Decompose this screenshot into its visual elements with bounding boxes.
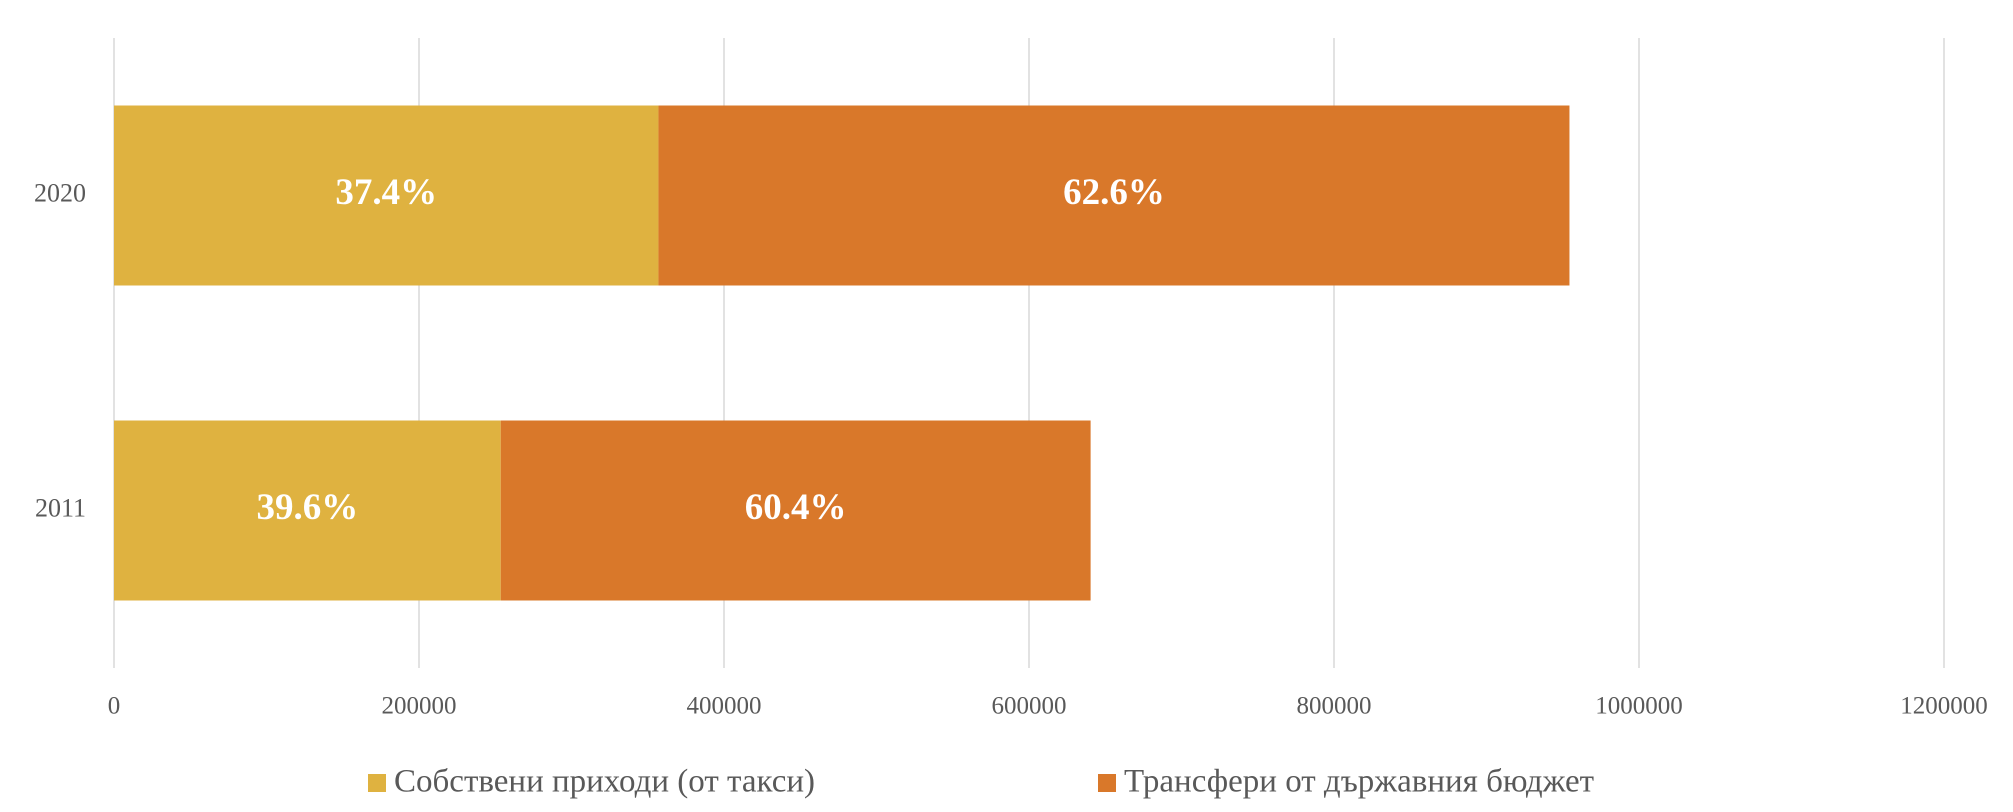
bar-segment [500,420,1091,601]
data-label: 37.4% [335,172,437,213]
legend-label: Трансфери от държавния бюджет [1124,764,1594,800]
x-tick-label: 0 [108,693,121,720]
data-label: 39.6% [256,487,358,528]
x-tick-label: 600000 [992,693,1067,720]
x-tick-label: 1000000 [1595,693,1683,720]
legend-swatch [368,774,386,792]
data-label: 62.6% [1063,172,1165,213]
bar-segment [658,105,1570,286]
bar-segment [114,105,659,286]
x-tick-label: 400000 [687,693,762,720]
y-tick-label: 2020 [34,178,86,207]
x-tick-label: 1200000 [1900,693,1988,720]
bar-segment [114,420,501,601]
legend-swatch [1098,774,1116,792]
data-label: 60.4% [745,487,847,528]
legend-label: Собствени приходи (от такси) [394,764,815,800]
x-tick-label: 200000 [382,693,457,720]
x-tick-label: 800000 [1297,693,1372,720]
y-tick-label: 2011 [35,493,86,522]
